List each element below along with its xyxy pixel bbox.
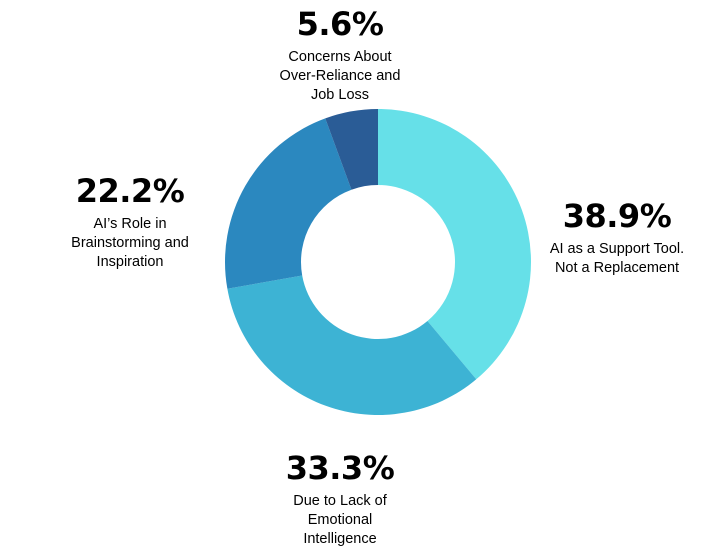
slice-value-label: 5.6% xyxy=(296,5,384,43)
slice-category-label: AI’s Role in Brainstorming and Inspirati… xyxy=(71,216,189,270)
slice-value-label: 38.9% xyxy=(562,197,672,235)
donut-slice-1 xyxy=(227,275,477,415)
donut-slice-2 xyxy=(225,118,352,289)
slice-category-label: Due to Lack of Emotional Intelligence xyxy=(293,493,387,547)
slice-label-emotional-intelligence: 33.3% Due to Lack of Emotional Intellige… xyxy=(240,450,440,549)
slice-label-over-reliance: 5.6% Concerns About Over-Reliance and Jo… xyxy=(240,6,440,105)
donut-slice-0 xyxy=(378,109,531,380)
slice-category-label: AI as a Support Tool. Not a Replacement xyxy=(549,241,685,276)
slice-label-support-tool: 38.9% AI as a Support Tool. Not a Replac… xyxy=(527,198,707,278)
slice-category-label: Concerns About Over-Reliance and Job Los… xyxy=(279,49,401,103)
slice-value-label: 33.3% xyxy=(285,449,395,487)
slice-value-label: 22.2% xyxy=(75,172,185,210)
donut-slices xyxy=(225,109,531,415)
donut-slice-3 xyxy=(325,109,378,190)
slice-label-brainstorming: 22.2% AI’s Role in Brainstorming and Ins… xyxy=(40,173,220,272)
